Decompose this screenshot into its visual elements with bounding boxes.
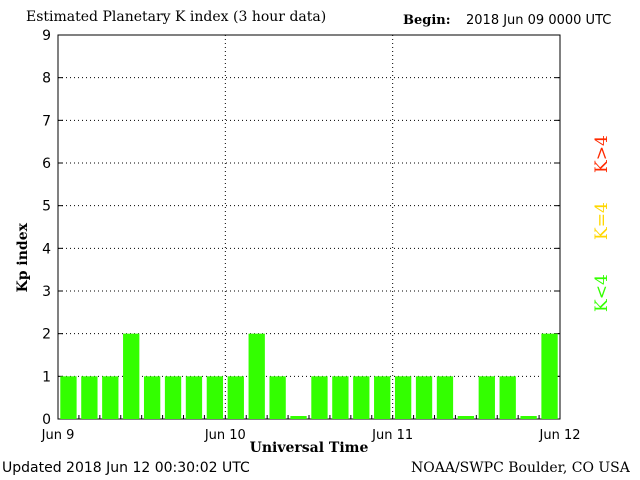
legend-k-equal-4: K=4 <box>592 202 612 240</box>
y-tick-label: 0 <box>42 412 51 428</box>
kp-bar <box>290 416 307 419</box>
legend-k-below-4: K<4 <box>592 274 612 312</box>
kp-bar <box>185 376 203 419</box>
y-tick-label: 8 <box>42 71 51 87</box>
y-tick-label: 7 <box>42 113 51 129</box>
kp-bar <box>81 376 98 419</box>
chart-title: Estimated Planetary K index (3 hour data… <box>26 9 327 25</box>
x-tick-label: Jun 9 <box>41 428 75 443</box>
kp-bar <box>478 376 495 419</box>
kp-bar <box>269 376 286 419</box>
updated-timestamp: Updated 2018 Jun 12 00:30:02 UTC <box>2 460 250 476</box>
x-tick-label: Jun 10 <box>204 428 246 443</box>
y-axis-label: Kp index <box>15 222 31 292</box>
x-axis-label: Universal Time <box>250 440 369 456</box>
kp-index-chart: 0 1 2 3 4 5 6 7 8 9 Jun 9 Jun 10 Jun 11 Jun 12 Univers… <box>15 28 581 456</box>
y-tick-label: 5 <box>42 199 51 215</box>
begin-value: 2018 Jun 09 0000 UTC <box>466 13 612 28</box>
kp-bar <box>143 376 161 419</box>
kp-bar <box>311 376 328 419</box>
y-tick-label: 2 <box>42 327 51 343</box>
y-tick-label: 9 <box>42 28 51 44</box>
kp-bar <box>332 376 349 419</box>
kp-bar <box>123 333 140 419</box>
kp-bar <box>60 376 77 419</box>
y-tick-label: 6 <box>42 156 51 172</box>
kp-bar <box>164 376 182 419</box>
legend-k-above-4: K>4 <box>592 135 612 173</box>
kp-bar <box>374 376 391 419</box>
kp-bar <box>102 376 119 419</box>
kp-bar <box>248 333 265 419</box>
begin-label: Begin: <box>403 13 451 28</box>
kp-bar <box>520 416 537 419</box>
credit-text: NOAA/SWPC Boulder, CO USA <box>411 460 630 476</box>
x-tick-label: Jun 11 <box>371 428 413 443</box>
kp-bar <box>499 376 516 419</box>
x-tick-label: Jun 12 <box>539 428 581 443</box>
kp-bar <box>436 376 454 419</box>
y-tick-label: 3 <box>42 284 51 300</box>
kp-bar <box>206 376 224 419</box>
kp-bar <box>415 376 433 419</box>
kp-bar <box>541 333 558 419</box>
y-tick-label: 4 <box>42 241 51 257</box>
kp-bar <box>353 376 370 419</box>
kp-bar <box>394 376 412 419</box>
kp-bar <box>227 376 244 419</box>
kp-bar <box>457 416 475 419</box>
y-tick-label: 1 <box>42 369 51 385</box>
